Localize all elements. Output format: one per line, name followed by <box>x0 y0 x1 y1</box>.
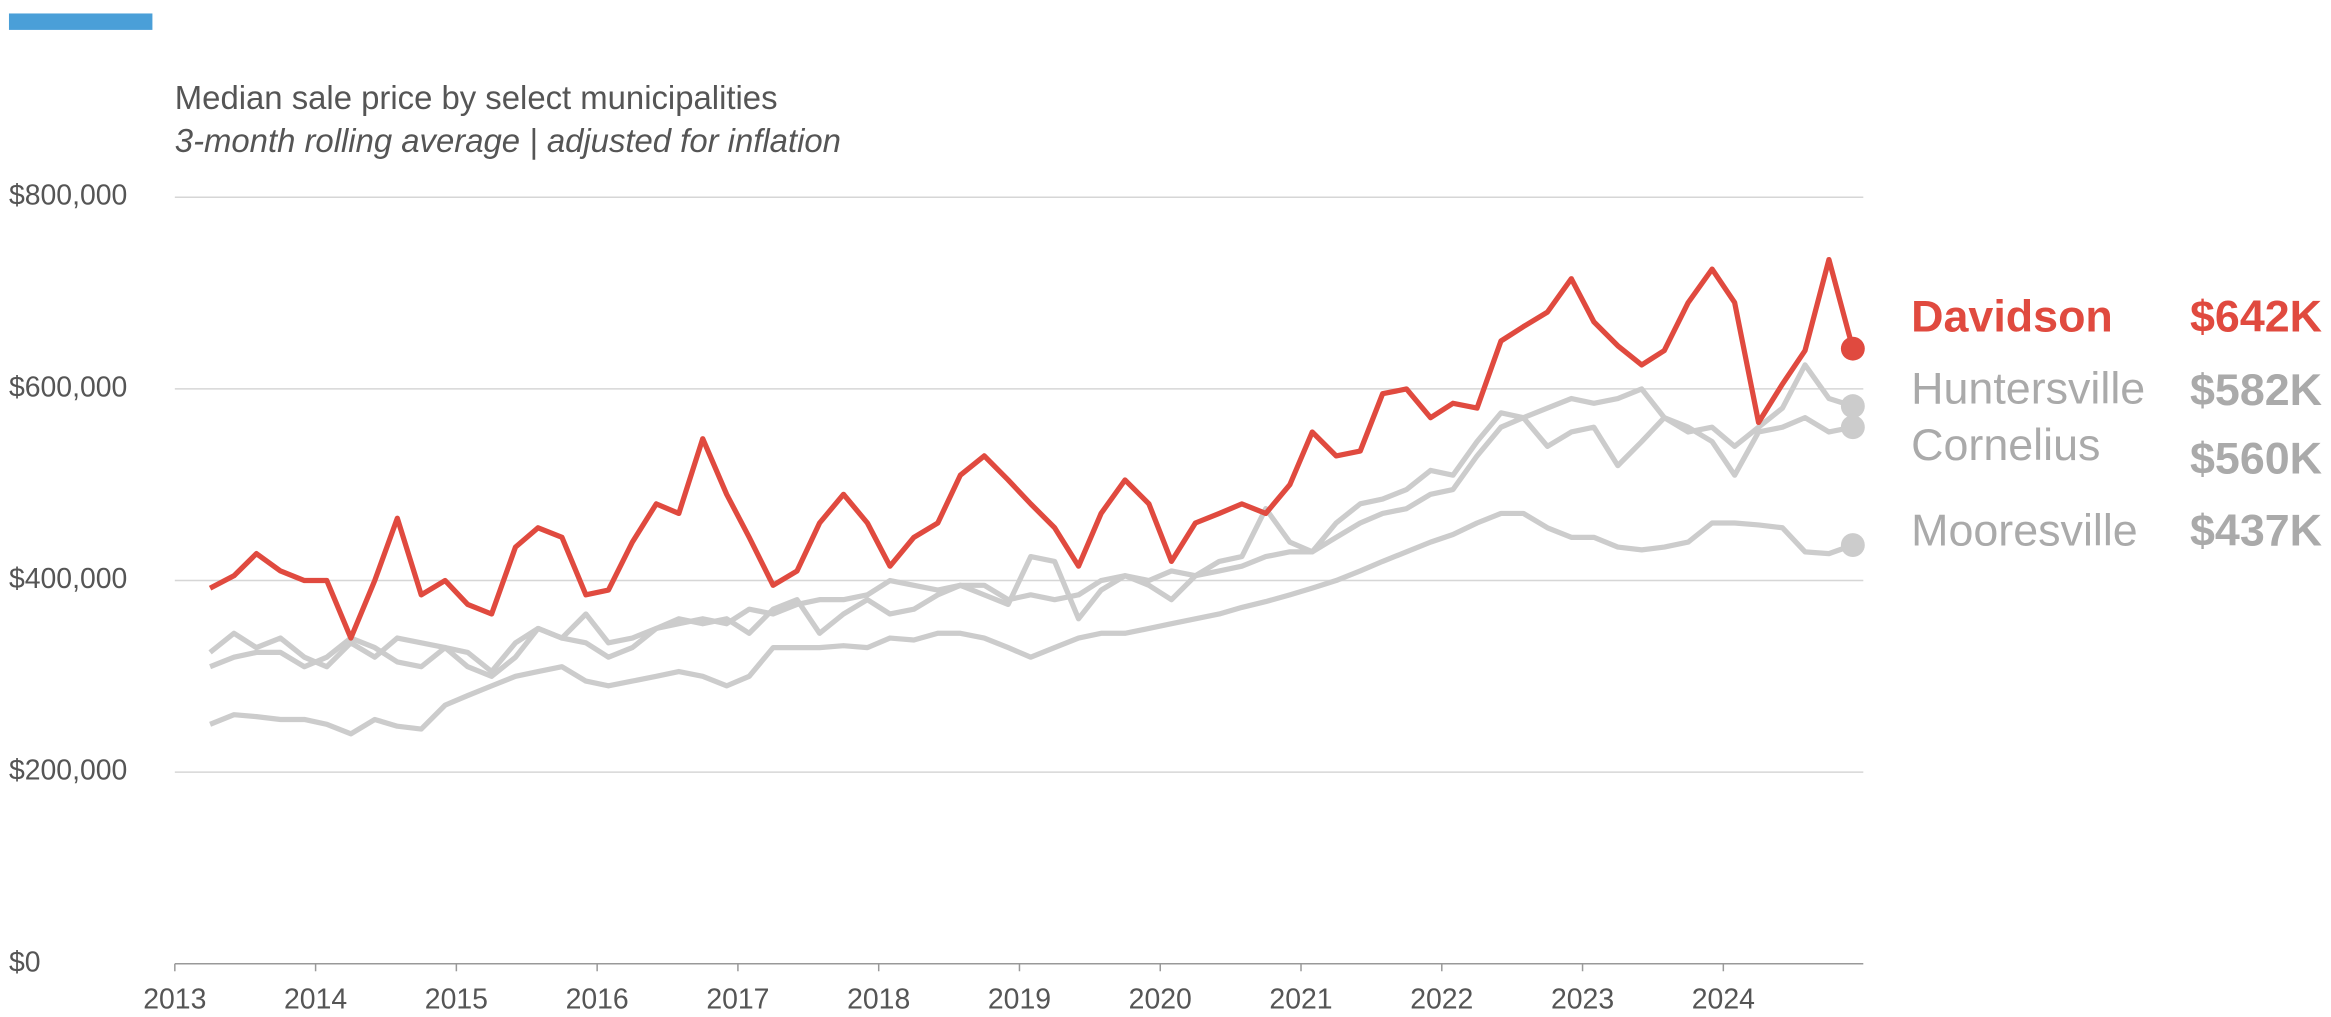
x-tick-label: 2024 <box>1692 984 1755 1016</box>
series-name: Davidson <box>1911 292 2113 342</box>
x-tick-label: 2015 <box>425 984 488 1016</box>
series-line <box>209 415 1854 679</box>
x-tick-label: 2021 <box>1269 984 1332 1016</box>
series-end-label: $642K <box>2190 292 2322 342</box>
x-tick-label: 2016 <box>566 984 629 1016</box>
y-tick-label: $200,000 <box>9 755 127 787</box>
series-name: Huntersville <box>1911 363 2145 413</box>
series-end-label: $437K <box>2190 505 2322 555</box>
x-tick-label: 2014 <box>284 984 347 1016</box>
end-dot <box>1840 336 1865 361</box>
y-tick-label: $800,000 <box>9 180 127 212</box>
x-tick-label: 2023 <box>1551 984 1614 1016</box>
series-name: Mooresville <box>1911 505 2138 555</box>
end-dot <box>1840 415 1865 440</box>
x-tick-label: 2022 <box>1410 984 1473 1016</box>
series-line <box>209 510 1854 737</box>
x-tick-label: 2018 <box>847 984 910 1016</box>
x-tick-label: 2020 <box>1129 984 1192 1016</box>
end-dot <box>1840 394 1865 419</box>
x-tick-label: 2013 <box>143 984 206 1016</box>
x-tick-label: 2019 <box>988 984 1051 1016</box>
series-line <box>208 362 1854 675</box>
x-tick-label: 2017 <box>706 984 769 1016</box>
y-tick-label: $600,000 <box>9 371 127 403</box>
y-tick-label: $0 <box>9 946 41 978</box>
series-end-label: $560K <box>2190 434 2322 484</box>
series-line <box>208 256 1856 641</box>
end-dot <box>1840 533 1865 558</box>
accent-bar <box>8 13 153 30</box>
y-tick-label: $400,000 <box>9 563 127 595</box>
chart-title: Median sale price by select municipaliti… <box>175 79 778 116</box>
series-name: Cornelius <box>1911 420 2100 470</box>
series-end-label: $582K <box>2190 365 2322 415</box>
chart-subtitle: 3-month rolling average | adjusted for i… <box>175 122 841 159</box>
